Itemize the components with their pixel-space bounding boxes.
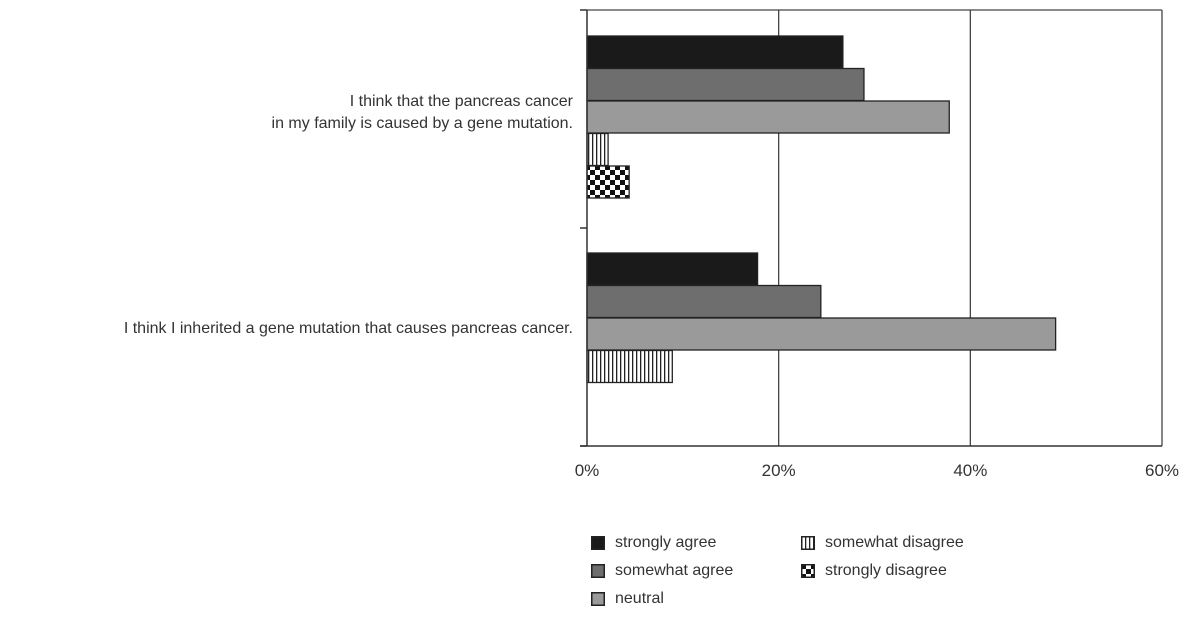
bar-somewhat-disagree bbox=[586, 132, 609, 167]
legend-label: neutral bbox=[615, 590, 664, 607]
legend-label: strongly agree bbox=[615, 534, 717, 551]
legend-swatch bbox=[591, 592, 605, 606]
x-tick-label: 20% bbox=[762, 461, 796, 480]
legend-item: somewhat disagree bbox=[801, 534, 964, 552]
tick-labels: 0% 20% 40% 60% bbox=[575, 461, 1179, 480]
category-label: I think that the pancreas cancer in my fa… bbox=[272, 91, 573, 135]
bar-neutral bbox=[586, 317, 1057, 351]
category-label-line: in my family is caused by a gene mutatio… bbox=[271, 115, 573, 132]
bar-somewhat-agree bbox=[586, 67, 865, 102]
legend-item: strongly agree bbox=[591, 534, 716, 552]
legend-swatch bbox=[801, 564, 815, 578]
bar-somewhat-agree bbox=[586, 284, 822, 319]
bars bbox=[586, 35, 1057, 384]
legend-swatch bbox=[591, 536, 605, 550]
legend-label: strongly disagree bbox=[825, 562, 947, 579]
category-label-line: I think that the pancreas cancer bbox=[349, 93, 573, 110]
legend-item: neutral bbox=[591, 590, 664, 608]
bar-somewhat-disagree bbox=[586, 349, 673, 384]
bar-strongly-agree bbox=[586, 35, 844, 69]
category-label: I think I inherited a gene mutation that… bbox=[124, 318, 573, 340]
x-tick-label: 60% bbox=[1145, 461, 1179, 480]
category-label-line: I think I inherited a gene mutation that… bbox=[123, 320, 573, 337]
legend-label: somewhat agree bbox=[615, 562, 734, 579]
legend-swatch bbox=[801, 536, 815, 550]
legend-label: somewhat disagree bbox=[825, 534, 964, 551]
legend-swatch bbox=[591, 564, 605, 578]
bar-neutral bbox=[586, 100, 950, 134]
axes bbox=[580, 9, 1162, 447]
bar-strongly-agree bbox=[586, 252, 759, 286]
gridlines bbox=[587, 9, 1163, 446]
bar-strongly-disagree bbox=[586, 165, 630, 199]
x-tick-label: 40% bbox=[953, 461, 987, 480]
legend-item: somewhat agree bbox=[591, 562, 733, 580]
legend-item: strongly disagree bbox=[801, 562, 947, 580]
x-tick-label: 0% bbox=[575, 461, 600, 480]
